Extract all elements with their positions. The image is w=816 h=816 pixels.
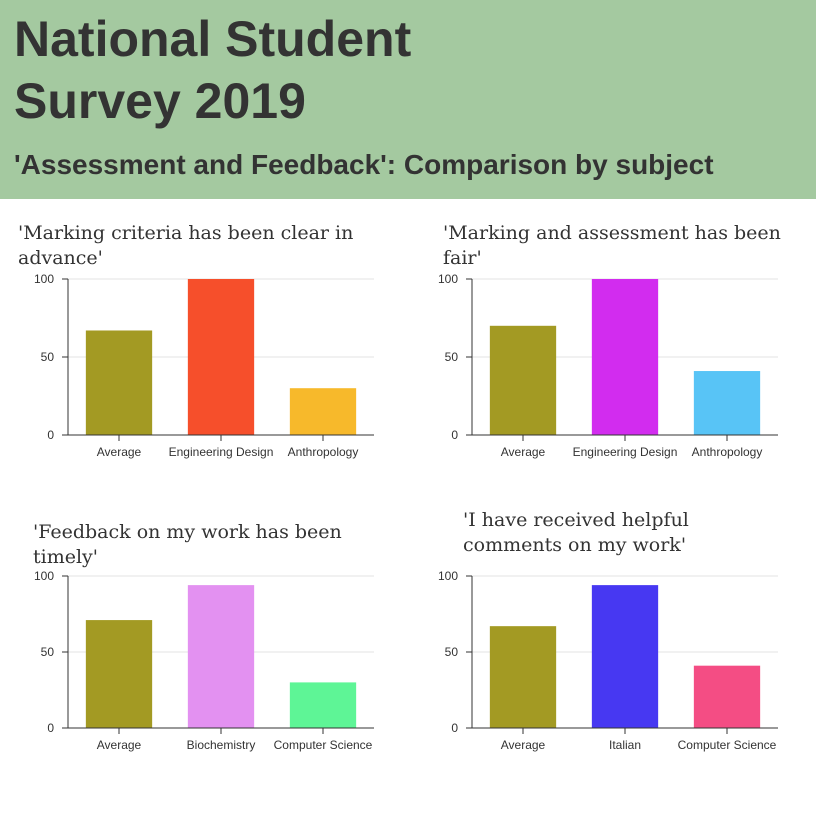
y-tick-label: 0: [47, 721, 54, 735]
chart-title-helpful-comments: 'I have received helpful comments on my …: [463, 509, 689, 556]
bar-biochemistry: [187, 585, 255, 728]
bar-average: [489, 325, 557, 435]
y-tick-label: 0: [451, 428, 458, 442]
y-tick-label: 50: [445, 350, 459, 364]
page-subtitle: 'Assessment and Feedback': Comparison by…: [14, 149, 714, 180]
y-tick-label: 50: [41, 350, 55, 364]
y-tick-label: 100: [438, 569, 458, 583]
y-tick-label: 100: [34, 569, 54, 583]
x-tick-label: Average: [501, 445, 546, 459]
bar-average: [489, 626, 557, 728]
y-tick-label: 0: [451, 721, 458, 735]
bar-computer-science: [289, 682, 357, 728]
y-tick-label: 0: [47, 428, 54, 442]
x-tick-label: Anthropology: [288, 445, 359, 459]
bar-anthropology: [693, 371, 761, 435]
x-tick-label: Engineering Design: [573, 445, 678, 459]
x-tick-label: Computer Science: [678, 738, 777, 752]
bar-italian: [591, 585, 659, 728]
bar-average: [85, 620, 153, 728]
x-tick-label: Average: [501, 738, 546, 752]
y-tick-label: 100: [34, 272, 54, 286]
header-banner: National Student Survey 2019 'Assessment…: [0, 0, 816, 199]
x-tick-label: Anthropology: [692, 445, 763, 459]
y-tick-label: 50: [41, 645, 55, 659]
chart-title-marking-fair: 'Marking and assessment has been fair': [443, 222, 781, 269]
y-tick-label: 100: [438, 272, 458, 286]
x-tick-label: Italian: [609, 738, 641, 752]
chart-title-feedback-timely: 'Feedback on my work has been timely': [33, 521, 342, 568]
bar-engineering-design: [187, 279, 255, 435]
chart-title-marking-criteria: 'Marking criteria has been clear in adva…: [18, 222, 354, 269]
page-title: National Student Survey 2019: [14, 11, 412, 129]
x-tick-label: Average: [97, 738, 142, 752]
x-tick-label: Average: [97, 445, 142, 459]
bar-average: [85, 330, 153, 435]
x-tick-label: Biochemistry: [187, 738, 256, 752]
y-tick-label: 50: [445, 645, 459, 659]
x-tick-label: Computer Science: [274, 738, 373, 752]
bar-anthropology: [289, 388, 357, 435]
x-tick-label: Engineering Design: [169, 445, 274, 459]
bar-engineering-design: [591, 279, 659, 435]
bar-computer-science: [693, 665, 761, 728]
